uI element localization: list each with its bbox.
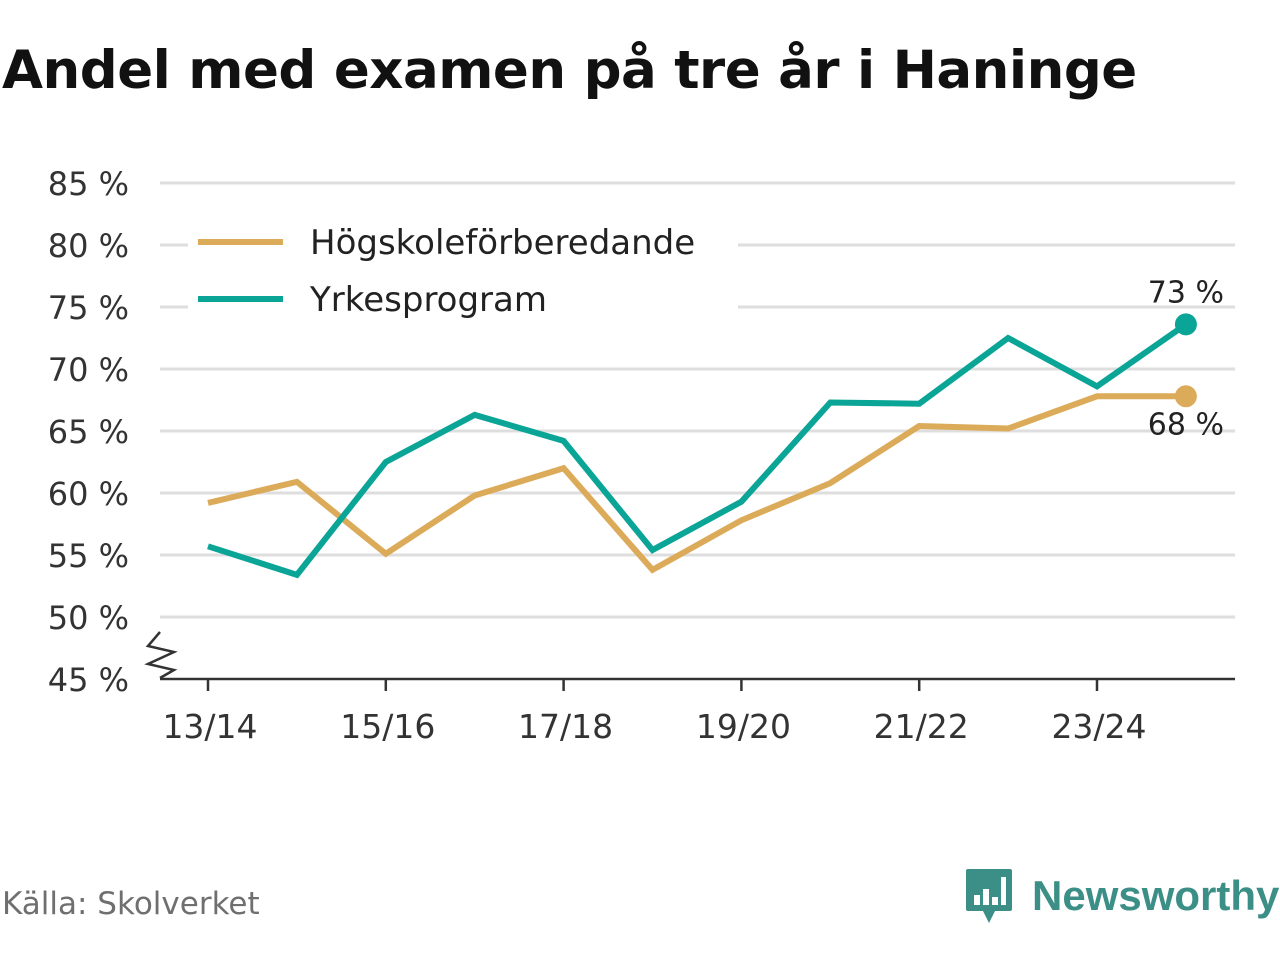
y-tick-label-45: 45 % [48,661,129,699]
newsworthy-logo-icon [966,869,1012,923]
legend-label-1: Yrkesprogram [309,280,547,320]
legend-label-0: Högskoleförberedande [310,223,695,263]
end-marker-0 [1174,385,1197,408]
y-tick-label-80: 80 % [48,227,129,265]
end-marker-1 [1174,313,1197,336]
x-tick-label-23/24: 23/24 [1051,707,1146,746]
x-tick-label-19/20: 19/20 [696,707,791,746]
y-tick-label-75: 75 % [48,289,129,327]
x-tick-label-13/14: 13/14 [162,707,257,746]
x-tick-label-15/16: 15/16 [340,707,435,746]
x-tick-label-21/22: 21/22 [874,707,969,746]
series-line-0 [207,393,1186,574]
y-tick-label-50: 50 % [48,599,129,637]
y-tick-label-60: 60 % [48,475,129,513]
brand-name: Newsworthy [1032,872,1280,919]
end-label-1: 73 % [1148,275,1224,310]
series-line-1 [207,321,1188,579]
x-tick-label-17/18: 17/18 [518,707,613,746]
axis-break-icon [144,631,178,680]
y-tick-label-85: 85 % [48,165,129,203]
y-tick-label-65: 65 % [48,413,129,451]
end-label-0: 68 % [1148,407,1224,442]
legend-box [188,206,738,326]
brand-logo: Newsworthy [964,866,1279,926]
chart-title: Andel med examen på tre år i Haninge [2,40,1137,101]
y-tick-label-70: 70 % [48,351,129,389]
y-tick-label-55: 55 % [48,537,129,575]
source-note: Källa: Skolverket [2,886,260,922]
